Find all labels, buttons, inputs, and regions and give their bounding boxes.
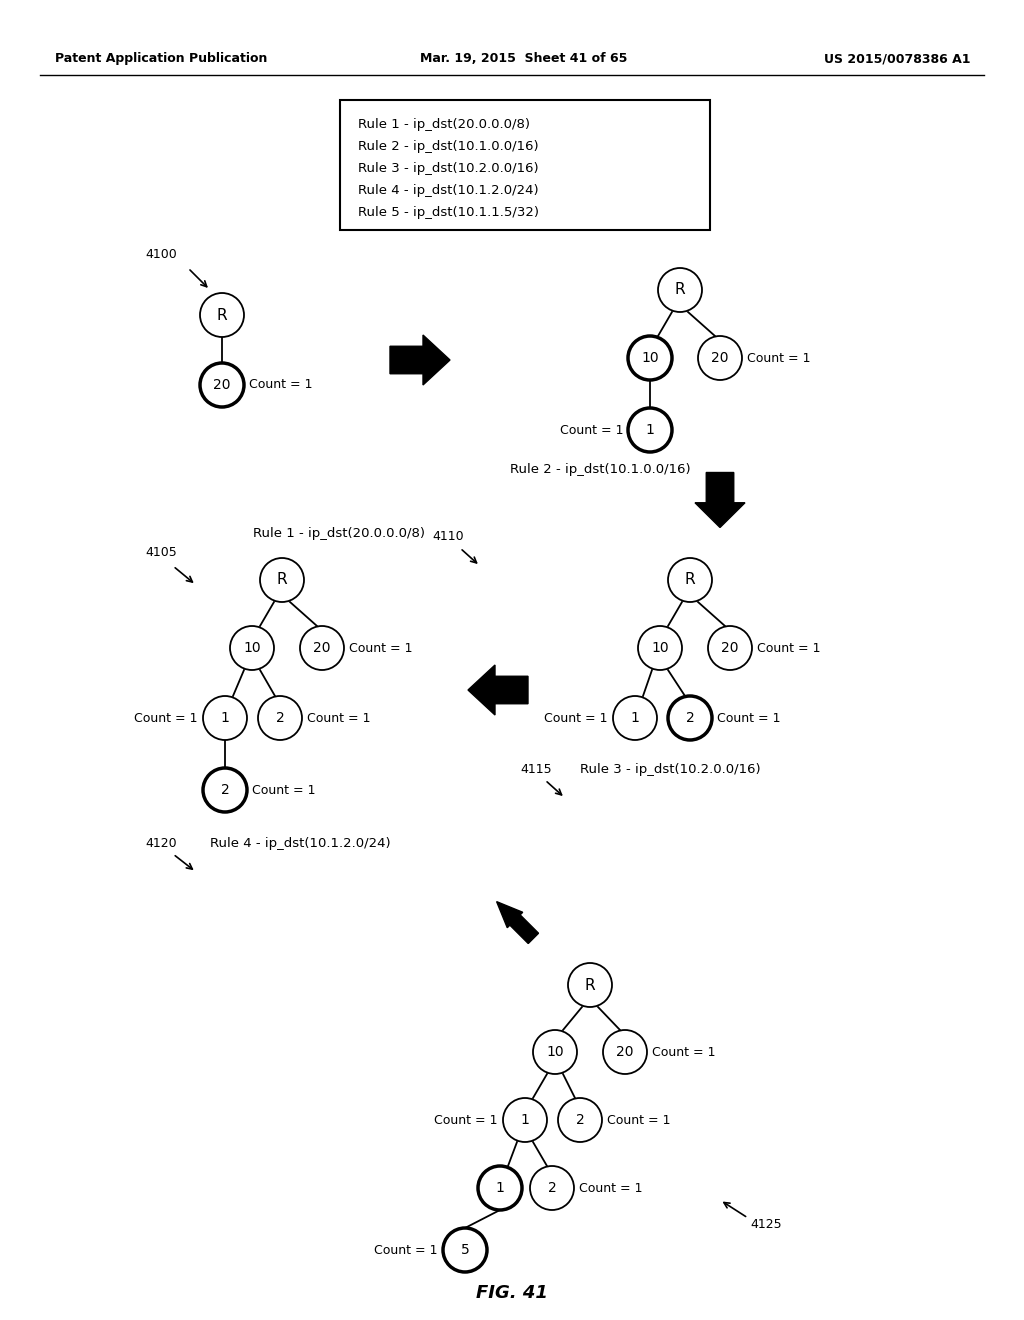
Polygon shape	[695, 473, 745, 528]
Circle shape	[503, 1098, 547, 1142]
Text: Count = 1: Count = 1	[252, 784, 315, 796]
Text: 20: 20	[616, 1045, 634, 1059]
Text: Rule 4 - ip_dst(10.1.2.0/24): Rule 4 - ip_dst(10.1.2.0/24)	[358, 183, 539, 197]
Circle shape	[200, 293, 244, 337]
Circle shape	[628, 337, 672, 380]
Text: Rule 1 - ip_dst(20.0.0.0/8): Rule 1 - ip_dst(20.0.0.0/8)	[358, 117, 530, 131]
Text: 2: 2	[686, 711, 694, 725]
Circle shape	[530, 1166, 574, 1210]
Text: Rule 3 - ip_dst(10.2.0.0/16): Rule 3 - ip_dst(10.2.0.0/16)	[358, 162, 539, 176]
Circle shape	[628, 408, 672, 451]
Circle shape	[300, 626, 344, 671]
Text: 1: 1	[631, 711, 639, 725]
Text: 4115: 4115	[520, 763, 552, 776]
Text: Rule 1 - ip_dst(20.0.0.0/8): Rule 1 - ip_dst(20.0.0.0/8)	[253, 527, 425, 540]
Circle shape	[258, 696, 302, 741]
Text: 5: 5	[461, 1243, 469, 1257]
Text: 4110: 4110	[432, 531, 464, 543]
Text: FIG. 41: FIG. 41	[476, 1284, 548, 1302]
Circle shape	[203, 696, 247, 741]
Text: Patent Application Publication: Patent Application Publication	[55, 51, 267, 65]
Text: 10: 10	[641, 351, 658, 366]
Text: 4100: 4100	[145, 248, 177, 261]
Text: 10: 10	[243, 642, 261, 655]
Text: 10: 10	[651, 642, 669, 655]
Text: R: R	[217, 308, 227, 322]
Text: Mar. 19, 2015  Sheet 41 of 65: Mar. 19, 2015 Sheet 41 of 65	[420, 51, 628, 65]
Circle shape	[478, 1166, 522, 1210]
Text: Count = 1: Count = 1	[434, 1114, 498, 1126]
Circle shape	[668, 696, 712, 741]
Text: 1: 1	[220, 711, 229, 725]
Circle shape	[708, 626, 752, 671]
Polygon shape	[468, 665, 528, 715]
Text: 1: 1	[520, 1113, 529, 1127]
Circle shape	[698, 337, 742, 380]
Text: 4120: 4120	[145, 837, 176, 850]
Circle shape	[558, 1098, 602, 1142]
Polygon shape	[497, 902, 539, 944]
Text: 1: 1	[496, 1181, 505, 1195]
Text: Count = 1: Count = 1	[579, 1181, 642, 1195]
Text: Count = 1: Count = 1	[249, 379, 312, 392]
Text: 2: 2	[220, 783, 229, 797]
Circle shape	[203, 768, 247, 812]
Circle shape	[658, 268, 702, 312]
Circle shape	[260, 558, 304, 602]
Polygon shape	[390, 335, 450, 385]
Text: Rule 2 - ip_dst(10.1.0.0/16): Rule 2 - ip_dst(10.1.0.0/16)	[510, 463, 690, 477]
Circle shape	[443, 1228, 487, 1272]
Text: 2: 2	[548, 1181, 556, 1195]
Circle shape	[230, 626, 274, 671]
Circle shape	[638, 626, 682, 671]
Circle shape	[534, 1030, 577, 1074]
Text: 10: 10	[546, 1045, 564, 1059]
Text: Count = 1: Count = 1	[757, 642, 820, 655]
Text: Count = 1: Count = 1	[349, 642, 413, 655]
Text: Rule 5 - ip_dst(10.1.1.5/32): Rule 5 - ip_dst(10.1.1.5/32)	[358, 206, 539, 219]
Text: R: R	[585, 978, 595, 993]
Text: 2: 2	[575, 1113, 585, 1127]
Text: Rule 3 - ip_dst(10.2.0.0/16): Rule 3 - ip_dst(10.2.0.0/16)	[580, 763, 761, 776]
Text: Count = 1: Count = 1	[652, 1045, 716, 1059]
Text: 20: 20	[213, 378, 230, 392]
Text: 4105: 4105	[145, 546, 177, 558]
Text: 20: 20	[712, 351, 729, 366]
Text: Count = 1: Count = 1	[134, 711, 198, 725]
Circle shape	[668, 558, 712, 602]
Text: 1: 1	[645, 422, 654, 437]
Text: Count = 1: Count = 1	[307, 711, 371, 725]
Text: R: R	[675, 282, 685, 297]
Text: Count = 1: Count = 1	[607, 1114, 671, 1126]
Text: Rule 4 - ip_dst(10.1.2.0/24): Rule 4 - ip_dst(10.1.2.0/24)	[210, 837, 390, 850]
Text: R: R	[685, 573, 695, 587]
Circle shape	[613, 696, 657, 741]
Text: 2: 2	[275, 711, 285, 725]
Text: 20: 20	[313, 642, 331, 655]
Text: Count = 1: Count = 1	[375, 1243, 438, 1257]
Text: R: R	[276, 573, 288, 587]
Text: Count = 1: Count = 1	[545, 711, 608, 725]
Text: Rule 2 - ip_dst(10.1.0.0/16): Rule 2 - ip_dst(10.1.0.0/16)	[358, 140, 539, 153]
Text: Count = 1: Count = 1	[746, 351, 811, 364]
Text: 20: 20	[721, 642, 738, 655]
Text: 4125: 4125	[750, 1218, 781, 1232]
Circle shape	[568, 964, 612, 1007]
Circle shape	[603, 1030, 647, 1074]
Text: Count = 1: Count = 1	[717, 711, 780, 725]
Text: US 2015/0078386 A1: US 2015/0078386 A1	[823, 51, 970, 65]
Circle shape	[200, 363, 244, 407]
Text: Count = 1: Count = 1	[559, 424, 623, 437]
FancyBboxPatch shape	[340, 100, 710, 230]
